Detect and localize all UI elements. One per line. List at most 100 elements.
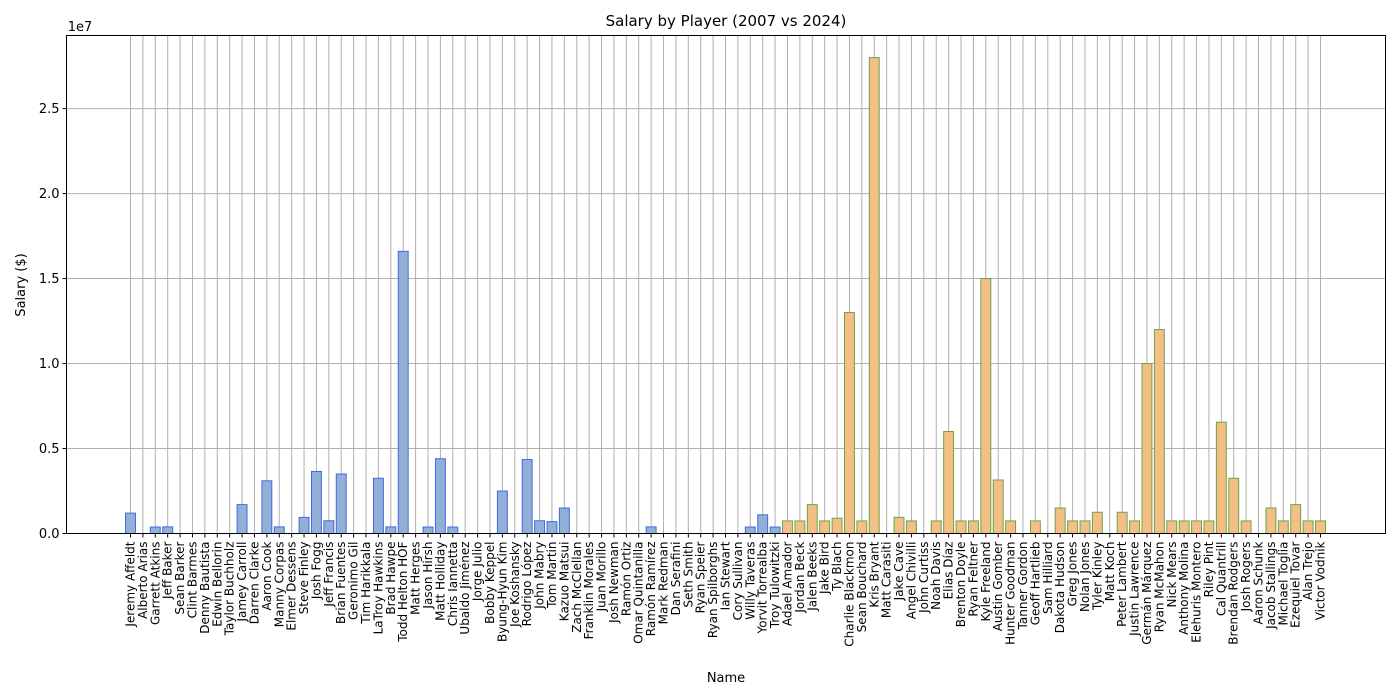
bar-2024 <box>1302 520 1314 535</box>
bar-2024 <box>819 520 831 535</box>
y-axis-label: Salary ($) <box>14 253 29 316</box>
x-tick-label: Adael Amador <box>780 541 794 626</box>
x-tick-label: Zach McClellan <box>570 542 584 633</box>
x-tick-label: Matt Carasiti <box>880 542 894 619</box>
x-tick-label: Jake Cave <box>892 542 906 602</box>
bar-2007 <box>546 521 558 535</box>
x-tick-label: Michael Toglia <box>1276 542 1290 626</box>
y-tick-label: 2.5 <box>39 102 60 117</box>
bar-2007 <box>397 250 409 534</box>
bar-2024 <box>1265 507 1277 535</box>
bar-2024 <box>930 520 942 535</box>
x-tick-label: Jacob Stallings <box>1264 542 1278 630</box>
bar-2007 <box>496 490 508 535</box>
x-tick-label: Kris Bryant <box>867 541 881 607</box>
bar-2007 <box>645 526 657 535</box>
y-tick-label: 1.5 <box>39 272 60 287</box>
bar-2007 <box>521 459 533 534</box>
x-tick-label: Seth Smith <box>681 542 695 608</box>
bar-2007 <box>149 526 161 535</box>
x-tick-label: Jason Hirsh <box>421 542 435 610</box>
bar-2007 <box>558 507 570 535</box>
bar-2007 <box>769 526 781 535</box>
x-tick-label: Elias Díaz <box>942 542 956 600</box>
bar-2024 <box>1054 507 1066 535</box>
bar-2024 <box>868 57 880 535</box>
x-tick-label: Jamey Carroll <box>235 542 249 623</box>
x-tick-label: Tyler Kinley <box>1090 542 1104 612</box>
x-tick-label: Jeff Francis <box>322 542 336 608</box>
x-tick-label: Matt Herges <box>409 542 423 615</box>
bar-2024 <box>967 520 979 535</box>
x-tick-label: Ryan Feltner <box>966 541 980 616</box>
bar-2024 <box>1166 520 1178 535</box>
x-tick-label: Taylor Buchholz <box>223 542 237 637</box>
bar-2024 <box>1277 520 1289 535</box>
bar-2007 <box>447 526 459 535</box>
bar-2024 <box>980 278 992 535</box>
x-tick-label: Tim Harikkala <box>359 542 373 625</box>
bar-2024 <box>1240 520 1252 535</box>
x-tick-label: Charlie Blackmon <box>842 542 856 647</box>
x-tick-label: Tanner Gordon <box>1016 542 1030 631</box>
bar-2007 <box>261 480 273 534</box>
x-tick-label: Josh Newman <box>607 542 621 624</box>
bar-2007 <box>125 512 136 535</box>
bar-2007 <box>310 470 322 535</box>
x-tick-label: Ryan McMahon <box>1152 542 1166 633</box>
x-tick-label: Dan Serafini <box>669 542 683 616</box>
bar-2024 <box>806 504 818 535</box>
x-tick-label: Angel Chivilli <box>904 542 918 620</box>
x-tick-label: Jorge Julio <box>471 542 485 603</box>
x-tick-label: John Curtiss <box>917 542 931 614</box>
x-tick-label: Kyle Freeland <box>979 542 993 622</box>
x-tick-label: Tom Martin <box>545 542 559 609</box>
x-tick-label: Cal Quantrill <box>1214 542 1228 617</box>
x-tick-label: Geronimo Gil <box>347 542 361 620</box>
bar-2024 <box>1191 520 1203 535</box>
bar-2024 <box>943 431 955 534</box>
x-tick-label: Alberto Arias <box>136 542 150 619</box>
x-tick-label: Josh Rogers <box>1239 542 1253 613</box>
x-tick-label: Franklin Morales <box>582 542 596 640</box>
bar-2007 <box>385 526 397 535</box>
bar-2024 <box>794 520 806 535</box>
bar-2024 <box>905 520 917 535</box>
bar-2007 <box>434 458 446 535</box>
x-tick-label: Willy Taveras <box>743 542 757 620</box>
bar-2024 <box>1029 520 1041 535</box>
x-tick-label: John Mabry <box>533 542 547 610</box>
x-tick-label: Elmer Dessens <box>285 542 299 631</box>
x-tick-label: Rodrigo López <box>520 542 534 627</box>
x-tick-label: Brenton Doyle <box>954 541 968 627</box>
x-tick-label: Ryan Spilborghs <box>706 542 720 639</box>
x-tick-label: Sam Hilliard <box>1041 542 1055 615</box>
bar-2024 <box>1290 504 1302 535</box>
y-offset-label: 1e7 <box>68 20 93 35</box>
x-tick-label: Mark Redman <box>657 542 671 625</box>
bar-2024 <box>1228 477 1240 534</box>
x-tick-label: Matt Holliday <box>433 542 447 621</box>
bar-2024 <box>1315 520 1326 535</box>
bar-2007 <box>273 526 285 535</box>
x-tick-label: Omar Quintanilla <box>632 542 646 644</box>
bar-2024 <box>831 517 843 534</box>
x-tick-label: Matt Koch <box>1103 542 1117 602</box>
x-tick-label: Todd Helton HOF <box>396 541 410 642</box>
x-tick-label: Brian Fuentes <box>334 542 348 624</box>
x-tick-label: Elehuris Montero <box>1190 542 1204 643</box>
x-tick-label: Nick Mears <box>1165 542 1179 608</box>
x-tick-label: Edwin Bellorin <box>210 542 224 627</box>
bar-2007 <box>298 516 310 535</box>
x-tick-label: Dakota Hudson <box>1053 542 1067 634</box>
x-tick-label: Victor Vodnik <box>1314 541 1328 620</box>
x-tick-label: Ramón Ortiz <box>619 542 633 617</box>
bar-2007 <box>744 526 756 535</box>
x-tick-label: Ty Blach <box>830 542 844 593</box>
bar-2024 <box>992 479 1004 535</box>
x-tick-label: Jordan Beck <box>793 541 807 613</box>
bar-2024 <box>1203 520 1215 535</box>
x-tick-label: Peter Lambert <box>1115 541 1129 627</box>
